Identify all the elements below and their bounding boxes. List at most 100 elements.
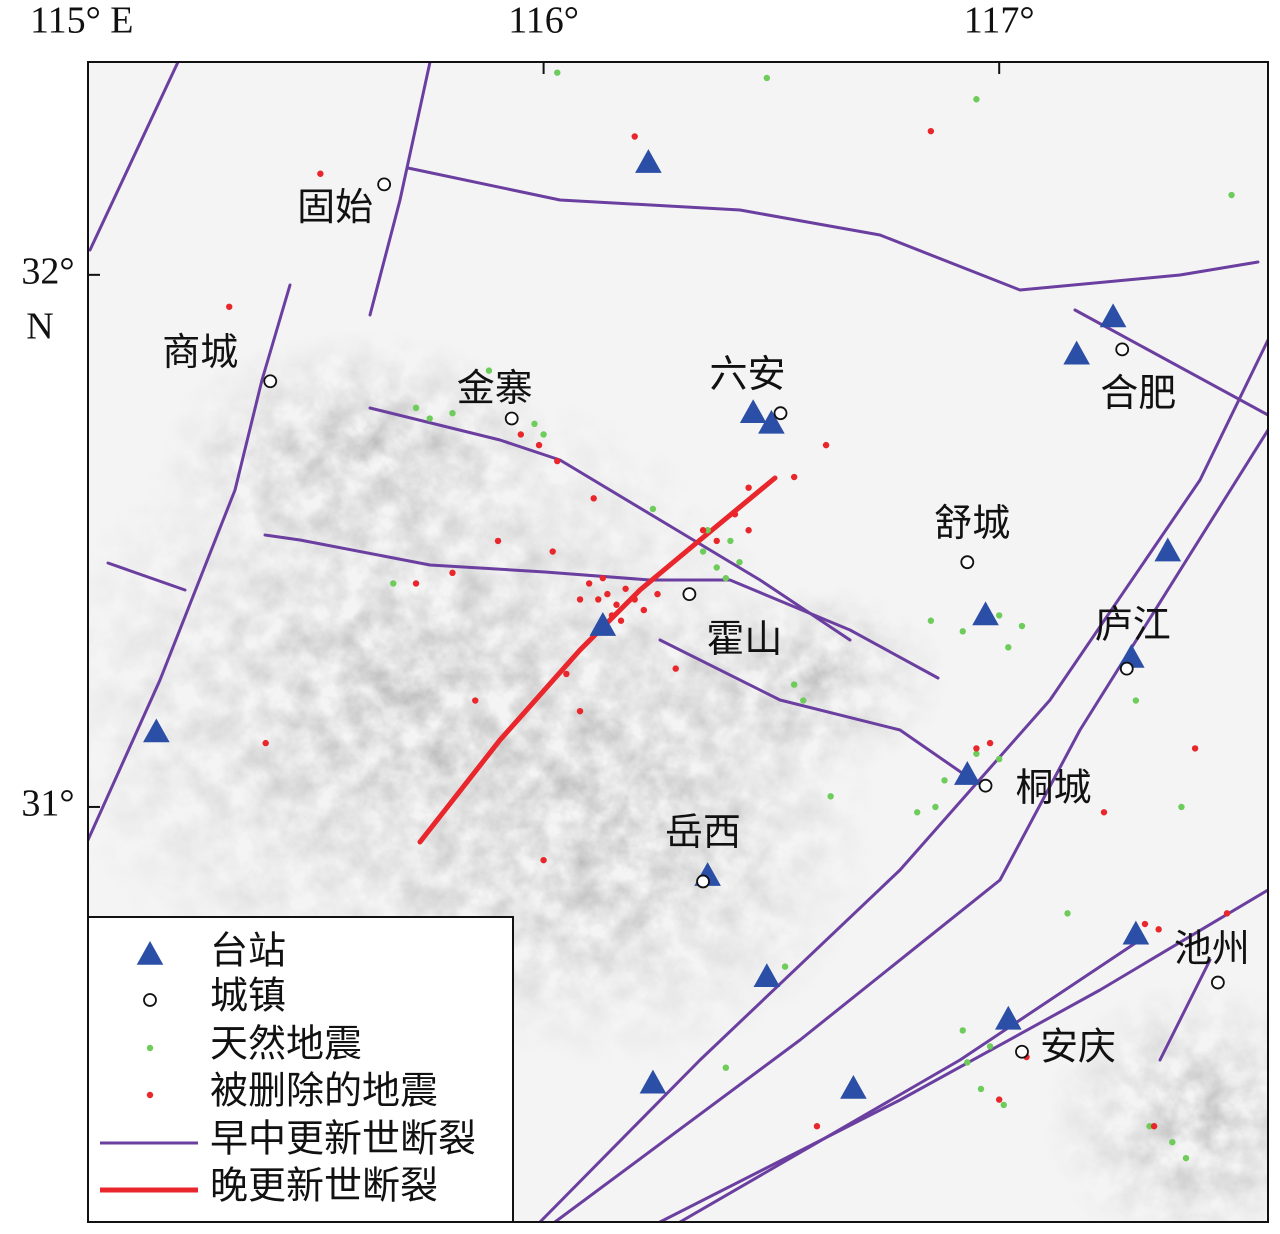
earthquake [540,856,547,864]
fault [368,406,852,642]
town-label: 安庆 [1040,1026,1116,1068]
earthquake [1132,697,1140,704]
legend-symbol [136,941,164,965]
earthquake [1018,622,1026,630]
fault [88,62,180,252]
earthquake [585,580,593,587]
y-tick-label: 32° [21,251,74,293]
earthquake [1178,803,1185,811]
station [840,1074,867,1099]
fault [678,938,1142,1222]
town-label: 固始 [297,187,373,229]
town [1119,661,1134,676]
earthquake [599,574,607,582]
legend-label: 被删除的地震 [210,1071,438,1113]
station [1063,340,1090,365]
earthquake [494,537,502,545]
earthquake [426,415,433,422]
fault [263,533,940,680]
x-tick-label: 117° [964,0,1035,42]
earthquake [1146,1123,1153,1130]
x-tick-label: 116° [508,0,579,42]
fault [106,561,187,592]
earthquake [722,574,730,582]
earthquake [699,527,707,534]
earthquake [722,1064,730,1071]
earthquake [672,665,679,672]
legend-symbol [143,993,157,1007]
fault [88,283,292,842]
earthquake [535,441,543,449]
earthquake [932,803,939,811]
station [589,612,617,636]
station [753,963,781,988]
station [739,399,767,423]
earthquake [631,596,638,603]
station [1154,537,1182,562]
earthquake [736,558,743,566]
earthquake [1000,1101,1007,1109]
earthquake [472,697,479,704]
frame [87,61,1269,1223]
earthquake [449,569,456,577]
station [143,718,170,743]
fault [553,428,1268,1222]
fault [658,888,1268,1222]
earthquake [449,409,456,417]
town [682,587,697,602]
earthquake [654,590,661,598]
earthquake [790,473,798,481]
x-tick-label: 115° E [30,0,134,42]
earthquake [986,1043,994,1050]
fault [1073,308,1268,417]
earthquakes [226,69,1235,1162]
earthquake [485,367,493,374]
earthquake [986,739,994,747]
earthquake [226,303,233,310]
earthquake [1141,920,1149,928]
earthquake [631,133,638,140]
station [972,601,999,626]
earthquake [554,69,561,76]
early-faults [88,62,1268,1222]
earthquake [1155,926,1162,933]
legend-label: 早中更新世断裂 [210,1119,476,1161]
earthquake [822,441,830,449]
y-axis-label: N [26,306,53,348]
station [1099,303,1127,328]
earthquake [713,564,720,571]
earthquake [699,548,707,555]
earthquake [576,707,584,715]
town [377,177,392,192]
earthquake [604,590,611,598]
earthquake [959,628,966,635]
fault [658,638,967,777]
earthquake [745,484,752,491]
fault [406,166,1260,292]
earthquake [317,170,324,177]
earthquake [995,755,1003,763]
legend-label: 晚更新世断裂 [210,1166,438,1208]
earthquake [595,596,602,603]
earthquake [412,404,420,412]
town-label: 舒城 [934,503,1010,545]
earthquake [531,420,538,428]
y-tick-label: 31° [21,783,74,825]
town-label: 金寨 [457,368,533,410]
town [1210,975,1225,990]
earthquake [1005,644,1012,651]
earthquake [813,1123,821,1130]
fault [417,475,778,845]
legend-label: 天然地震 [210,1024,362,1066]
earthquake [800,697,807,704]
earthquake [763,74,771,82]
legend-label: 城镇 [210,976,286,1018]
town-label: 商城 [162,332,238,374]
earthquake [973,96,980,103]
town [696,874,710,889]
earthquake [590,495,597,502]
axes: N 115° E 116° 117° 32° 31° [21,0,1034,825]
